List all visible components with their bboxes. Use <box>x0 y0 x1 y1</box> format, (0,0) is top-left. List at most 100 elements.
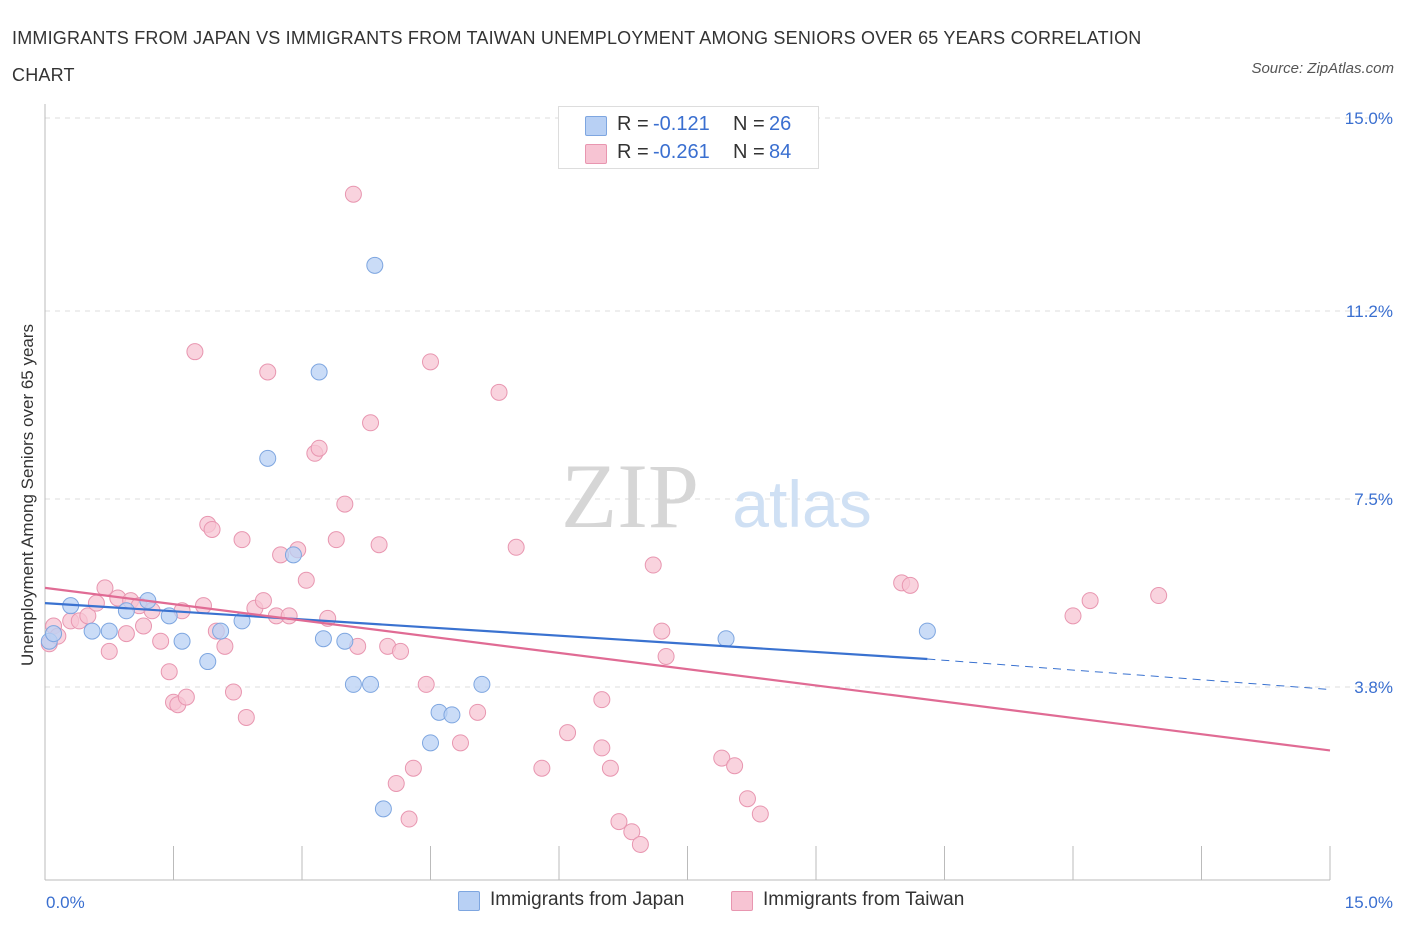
taiwan-point <box>738 790 756 808</box>
japan-point <box>336 632 354 650</box>
taiwan-point <box>254 592 272 610</box>
taiwan-point <box>280 607 298 625</box>
taiwan-point <box>631 835 649 853</box>
japan-point <box>173 632 191 650</box>
taiwan-point <box>400 810 418 828</box>
taiwan-point <box>135 617 153 635</box>
japan-point <box>422 734 439 752</box>
taiwan-point <box>186 343 204 361</box>
watermark-atlas: atlas <box>732 467 871 541</box>
taiwan-point <box>259 363 277 381</box>
taiwan-point <box>327 531 345 549</box>
taiwan-point <box>1064 607 1082 625</box>
taiwan-swatch <box>585 144 607 164</box>
taiwan-trend-line <box>44 586 1331 752</box>
taiwan-point <box>653 622 671 640</box>
taiwan-point <box>297 571 315 589</box>
japan-legend-swatch <box>458 891 480 911</box>
taiwan-point <box>751 805 769 823</box>
taiwan-point <box>1150 587 1168 605</box>
taiwan-point <box>559 724 577 742</box>
taiwan-point <box>490 383 508 401</box>
taiwan-point <box>194 597 212 615</box>
stats-legend: R = -0.121 N = 26 R = -0.261 N = 84 <box>558 106 819 169</box>
taiwan-point <box>152 632 170 650</box>
japan-point <box>310 363 328 381</box>
n-label: N = <box>733 113 765 135</box>
taiwan-point <box>87 594 105 612</box>
taiwan-point <box>310 439 328 457</box>
japan-point <box>443 706 461 724</box>
japan-point <box>366 256 384 274</box>
taiwan-point <box>451 734 469 752</box>
y-tick-label: 11.2% <box>1346 302 1393 321</box>
taiwan-point <box>387 774 405 792</box>
source-label: Source: ZipAtlas.com <box>1251 60 1394 77</box>
series-legend: Immigrants from Japan Immigrants from Ta… <box>0 888 1406 916</box>
grid-lines <box>45 117 1395 688</box>
japan-trend-line <box>44 602 928 661</box>
taiwan-point <box>370 536 388 554</box>
japan-swatch <box>585 116 607 136</box>
data-points <box>40 185 1168 853</box>
taiwan-point <box>362 414 380 432</box>
axes <box>44 104 1331 881</box>
r-value: -0.261 <box>653 141 710 163</box>
taiwan-point <box>224 683 242 701</box>
japan-point <box>717 630 735 648</box>
taiwan-point <box>593 691 611 709</box>
taiwan-point <box>216 637 234 655</box>
chart-title: IMMIGRANTS FROM JAPAN VS IMMIGRANTS FROM… <box>12 28 1142 85</box>
japan-point <box>100 622 118 640</box>
taiwan-point <box>657 647 675 665</box>
japan-point <box>199 653 217 671</box>
watermark: ZIP atlas <box>561 445 872 547</box>
japan-point <box>117 602 135 620</box>
r-label: R = <box>617 113 649 135</box>
r-value: -0.121 <box>653 113 710 135</box>
taiwan-point <box>593 739 611 757</box>
taiwan-point <box>344 185 362 203</box>
y-tick-label: 3.8% <box>1354 678 1393 697</box>
taiwan-point <box>601 759 619 777</box>
y-tick-label: 15.0% <box>1345 109 1393 128</box>
taiwan-point <box>507 538 525 556</box>
taiwan-point <box>713 749 731 767</box>
taiwan-point <box>469 703 487 721</box>
r-label: R = <box>617 141 649 163</box>
japan-point <box>918 622 936 640</box>
taiwan-point <box>623 823 641 841</box>
taiwan-point <box>404 759 422 777</box>
japan-point <box>344 675 362 693</box>
taiwan-legend-swatch <box>731 891 753 911</box>
taiwan-point <box>644 556 662 574</box>
taiwan-point <box>610 813 628 831</box>
japan-point <box>314 630 332 648</box>
taiwan-point <box>901 576 919 594</box>
y-axis-label: Unemployment Among Seniors over 65 years <box>18 323 37 667</box>
taiwan-point <box>1081 592 1099 610</box>
n-label: N = <box>733 141 765 163</box>
taiwan-point <box>726 757 744 775</box>
y-tick-label: 7.5% <box>1354 490 1393 509</box>
taiwan-point <box>233 531 251 549</box>
japan-point <box>45 625 63 643</box>
japan-point <box>374 800 392 818</box>
tick-labels: 3.8% 7.5% 11.2% 15.0% 0.0% 15.0% <box>46 109 1393 912</box>
watermark-zip: ZIP <box>561 445 699 547</box>
taiwan-point <box>533 759 551 777</box>
x-tick-label: 15.0% <box>1345 893 1393 912</box>
taiwan-point <box>117 625 135 643</box>
japan-point <box>362 675 380 693</box>
n-value: 26 <box>769 113 792 135</box>
japan-point <box>284 546 302 564</box>
taiwan-point <box>160 663 178 681</box>
legend-label: Immigrants from Japan <box>490 889 685 910</box>
taiwan-point <box>237 708 255 726</box>
legend-label: Immigrants from Taiwan <box>763 889 965 910</box>
japan-point <box>83 622 101 640</box>
taiwan-point <box>422 353 439 371</box>
taiwan-point <box>392 642 410 660</box>
trend-lines <box>44 586 1331 752</box>
